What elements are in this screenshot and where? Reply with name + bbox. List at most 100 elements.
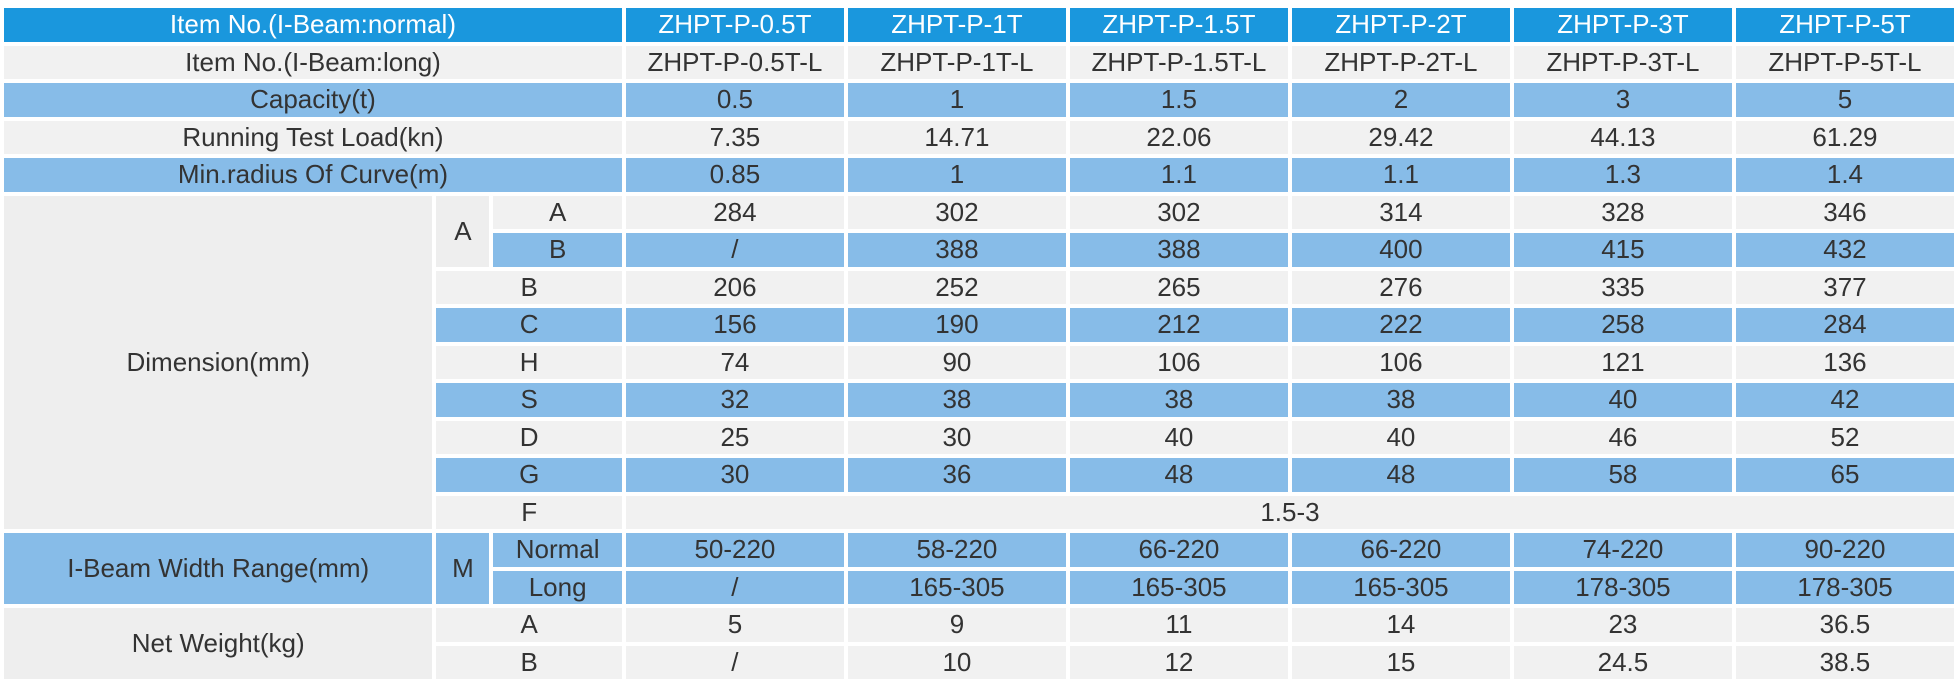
table-cell: 1	[847, 158, 1066, 192]
table-cell: 432	[1735, 233, 1954, 267]
item-long-label: Item No.(I-Beam:long)	[4, 45, 622, 79]
table-row-dim-b: B 206 252 265 276 335 377	[4, 270, 1954, 304]
table-cell: 12	[1069, 645, 1288, 679]
table-cell: 23	[1513, 608, 1732, 642]
table-cell: 46	[1513, 420, 1732, 454]
table-cell: 29.42	[1291, 120, 1510, 154]
table-cell: ZHPT-P-5T	[1735, 8, 1954, 42]
table-row-dim-d: D 25 30 40 40 46 52	[4, 420, 1954, 454]
table-cell: 22.06	[1069, 120, 1288, 154]
dim-a-b-label: B	[493, 233, 622, 267]
min-radius-label: Min.radius Of Curve(m)	[4, 158, 622, 192]
table-cell: 66-220	[1069, 533, 1288, 567]
table-cell: 2	[1291, 83, 1510, 117]
table-cell: 156	[625, 308, 844, 342]
table-cell: 25	[625, 420, 844, 454]
beam-width-label: I-Beam Width Range(mm)	[4, 533, 433, 604]
dimension-label: Dimension(mm)	[4, 195, 433, 529]
weight-a-label: A	[436, 608, 622, 642]
table-cell: 48	[1069, 458, 1288, 492]
table-cell: /	[625, 233, 844, 267]
dim-b-label: B	[436, 270, 622, 304]
table-cell: 90	[847, 345, 1066, 379]
table-cell: 346	[1735, 195, 1954, 229]
table-cell: 38	[1291, 383, 1510, 417]
table-cell: 165-305	[1291, 570, 1510, 604]
table-row-test-load: Running Test Load(kn) 7.35 14.71 22.06 2…	[4, 120, 1954, 154]
table-cell: 1.1	[1291, 158, 1510, 192]
table-cell: ZHPT-P-0.5T	[625, 8, 844, 42]
table-cell: 178-305	[1513, 570, 1732, 604]
table-cell: 0.85	[625, 158, 844, 192]
table-cell: 1.3	[1513, 158, 1732, 192]
dim-d-label: D	[436, 420, 622, 454]
table-cell: ZHPT-P-2T-L	[1291, 45, 1510, 79]
table-cell: 377	[1735, 270, 1954, 304]
table-row-beam-normal: I-Beam Width Range(mm) M Normal 50-220 5…	[4, 533, 1954, 604]
table-cell: 302	[847, 195, 1066, 229]
net-weight-label: Net Weight(kg)	[4, 608, 433, 679]
table-cell: 1.5	[1069, 83, 1288, 117]
table-cell: 178-305	[1735, 570, 1954, 604]
table-cell: 61.29	[1735, 120, 1954, 154]
table-row-beam-long: Long / 165-305 165-305 165-305 178-305 1…	[4, 570, 1954, 604]
table-cell: 252	[847, 270, 1066, 304]
table-cell: 40	[1069, 420, 1288, 454]
table-cell: 32	[625, 383, 844, 417]
table-cell: 11	[1069, 608, 1288, 642]
table-cell: 38	[847, 383, 1066, 417]
spec-table: Item No.(I-Beam:normal) ZHPT-P-0.5T ZHPT…	[0, 4, 1958, 683]
table-cell: 1.5-3	[625, 495, 1954, 529]
table-cell: 314	[1291, 195, 1510, 229]
table-cell: 106	[1291, 345, 1510, 379]
table-cell: 400	[1291, 233, 1510, 267]
table-cell: 276	[1291, 270, 1510, 304]
dim-g-label: G	[436, 458, 622, 492]
table-cell: 212	[1069, 308, 1288, 342]
table-cell: ZHPT-P-3T	[1513, 8, 1732, 42]
table-cell: 50-220	[625, 533, 844, 567]
table-cell: 42	[1735, 383, 1954, 417]
table-cell: 5	[1735, 83, 1954, 117]
table-cell: 44.13	[1513, 120, 1732, 154]
table-cell: 10	[847, 645, 1066, 679]
table-cell: 190	[847, 308, 1066, 342]
table-row-dim-h: H 74 90 106 106 121 136	[4, 345, 1954, 379]
weight-b-label: B	[436, 645, 622, 679]
table-cell: 328	[1513, 195, 1732, 229]
table-cell: 38.5	[1735, 645, 1954, 679]
table-row-dim-a-a: Dimension(mm) A A 284 302 302 314 328 34…	[4, 195, 1954, 529]
table-cell: 14.71	[847, 120, 1066, 154]
table-cell: 40	[1291, 420, 1510, 454]
table-cell: 302	[1069, 195, 1288, 229]
table-cell: 388	[847, 233, 1066, 267]
table-cell: 265	[1069, 270, 1288, 304]
table-cell: 284	[1735, 308, 1954, 342]
table-cell: ZHPT-P-0.5T-L	[625, 45, 844, 79]
table-cell: 58	[1513, 458, 1732, 492]
table-cell: 65	[1735, 458, 1954, 492]
table-cell: 66-220	[1291, 533, 1510, 567]
table-cell: 24.5	[1513, 645, 1732, 679]
table-cell: 121	[1513, 345, 1732, 379]
table-cell: 58-220	[847, 533, 1066, 567]
dim-h-label: H	[436, 345, 622, 379]
table-cell: 5	[625, 608, 844, 642]
capacity-label: Capacity(t)	[4, 83, 622, 117]
test-load-label: Running Test Load(kn)	[4, 120, 622, 154]
table-cell: 9	[847, 608, 1066, 642]
table-cell: 36	[847, 458, 1066, 492]
table-cell: 388	[1069, 233, 1288, 267]
table-cell: ZHPT-P-1.5T	[1069, 8, 1288, 42]
table-cell: 15	[1291, 645, 1510, 679]
dim-a-a-label: A	[493, 195, 622, 229]
table-cell: ZHPT-P-1T	[847, 8, 1066, 42]
table-cell: ZHPT-P-2T	[1291, 8, 1510, 42]
table-cell: 165-305	[1069, 570, 1288, 604]
table-row-dim-a-b: B / 388 388 400 415 432	[4, 233, 1954, 267]
table-row-dim-g: G 30 36 48 48 58 65	[4, 458, 1954, 492]
table-cell: 30	[847, 420, 1066, 454]
table-cell: 30	[625, 458, 844, 492]
table-cell: 415	[1513, 233, 1732, 267]
table-cell: 284	[625, 195, 844, 229]
